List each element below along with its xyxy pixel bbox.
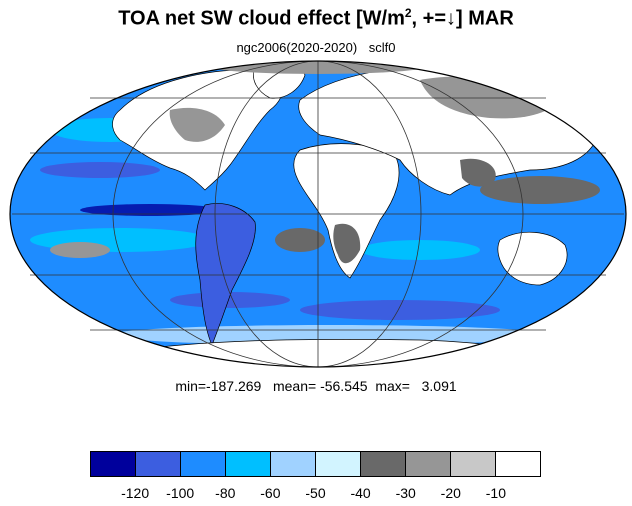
land-south-america bbox=[195, 203, 256, 346]
colorbar-tick-label: -50 bbox=[305, 485, 326, 501]
land-australia bbox=[497, 231, 568, 286]
subtitle-case: ngc2006(2020-2020) bbox=[236, 40, 358, 55]
colorbar-swatch bbox=[226, 452, 271, 476]
colorbar bbox=[90, 451, 541, 477]
field-patch bbox=[300, 300, 500, 320]
colorbar-swatch bbox=[496, 452, 540, 476]
colorbar-swatch bbox=[271, 452, 316, 476]
field-patch bbox=[275, 228, 325, 252]
field-patch bbox=[50, 242, 110, 258]
colorbar-tick-label: -80 bbox=[215, 485, 236, 501]
field-patch bbox=[360, 240, 480, 260]
field-patch bbox=[80, 204, 220, 216]
colorbar-swatch bbox=[91, 452, 136, 476]
colorbar-swatch bbox=[361, 452, 406, 476]
field-patch bbox=[460, 158, 496, 187]
graticule bbox=[9, 60, 627, 368]
colorbar-swatch bbox=[316, 452, 361, 476]
colorbar-tick-label: -120 bbox=[121, 485, 150, 501]
field-patch bbox=[40, 162, 160, 178]
map-field bbox=[10, 61, 626, 367]
field-patch bbox=[170, 292, 290, 308]
colorbar-tick-label: -20 bbox=[440, 485, 461, 501]
colorbar-tick-label: -30 bbox=[395, 485, 416, 501]
colorbar-swatch bbox=[181, 452, 226, 476]
map-outline bbox=[9, 60, 627, 368]
colorbar-tick-label: -60 bbox=[260, 485, 281, 501]
colorbar-tick-label: -10 bbox=[485, 485, 507, 501]
colorbar-tick-label: -100 bbox=[166, 485, 195, 501]
field-patch bbox=[169, 107, 225, 142]
field-patch bbox=[480, 176, 600, 204]
colorbar-tick-label: -40 bbox=[350, 485, 371, 501]
chart-title: TOA net SW cloud effect [W/m2, +=↓] MAR bbox=[118, 6, 514, 30]
stats-line: min=-187.269 mean= -56.545 max= 3.091 bbox=[175, 378, 457, 394]
field-patch bbox=[333, 223, 361, 264]
colorbar-labels: -120 -100 -80 -60 -50 -40 -30 -20 -10 bbox=[0, 485, 632, 505]
subtitle-variable: sclf0 bbox=[368, 40, 396, 55]
colorbar-swatch bbox=[136, 452, 181, 476]
colorbar-swatch bbox=[451, 452, 496, 476]
chart-subtitle: ngc2006(2020-2020) sclf0 bbox=[0, 40, 632, 55]
colorbar-swatch bbox=[406, 452, 451, 476]
